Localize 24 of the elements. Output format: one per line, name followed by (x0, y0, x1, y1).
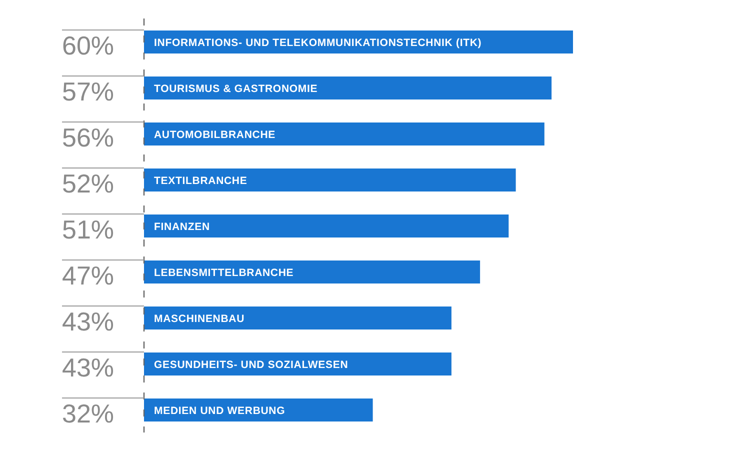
bar (144, 306, 452, 330)
data-label: 60% (62, 30, 114, 60)
data-label: 56% (62, 122, 114, 152)
y-tick-label: TOURISMUS & GASTRONOMIE (154, 83, 318, 95)
bar (144, 260, 480, 284)
y-tick-label: FINANZEN (154, 221, 210, 233)
data-label: 43% (62, 306, 114, 336)
data-label: 57% (62, 76, 114, 106)
y-tick-label: AUTOMOBILBRANCHE (154, 129, 276, 141)
bar (144, 122, 544, 146)
data-label: 51% (62, 214, 114, 244)
data-label: 32% (62, 398, 114, 428)
bar (144, 168, 516, 192)
y-tick-label: GESUNDHEITS- UND SOZIALWESEN (154, 359, 348, 371)
y-tick-label: TEXTILBRANCHE (154, 175, 248, 187)
y-tick-label: LEBENSMITTELBRANCHE (154, 267, 294, 279)
y-tick-label: INFORMATIONS- UND TELEKOMMUNIKATIONSTECHNIK (ITK) (154, 37, 482, 49)
data-label: 47% (62, 260, 114, 290)
y-tick-label: MASCHINENBAU (154, 313, 245, 325)
data-label: 43% (62, 352, 114, 382)
bar (144, 214, 509, 238)
data-label: 52% (62, 168, 114, 198)
y-tick-label: MEDIEN UND WERBUNG (154, 405, 286, 417)
bar (144, 76, 552, 100)
